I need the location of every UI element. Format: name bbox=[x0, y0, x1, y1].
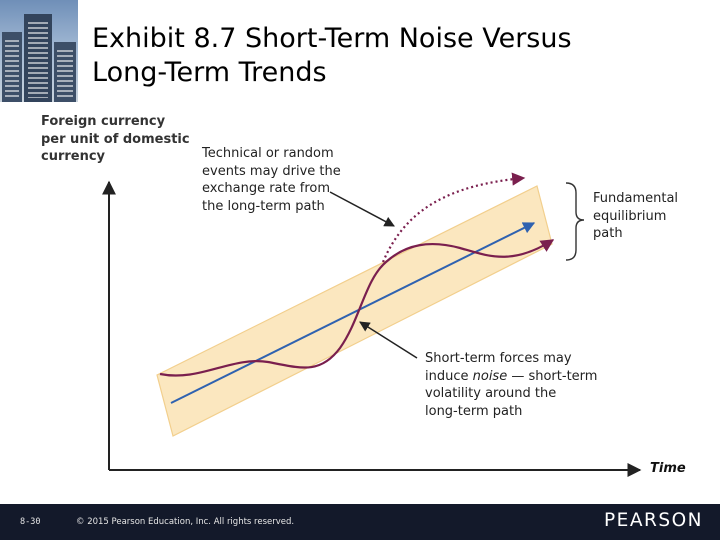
noise-note-line-2: induce noise — short-term bbox=[425, 368, 597, 386]
noise-note-line-2-before: induce bbox=[425, 368, 473, 384]
building-photo-thumbnail bbox=[0, 0, 78, 102]
noise-note-line-4: long-term path bbox=[425, 403, 523, 419]
y-axis-label-line-3: currency bbox=[41, 149, 106, 164]
title-line-1: Exhibit 8.7 Short-Term Noise Versus bbox=[92, 23, 572, 54]
technical-callout-arrow bbox=[329, 191, 395, 227]
y-axis-label: Foreign currency per unit of domestic cu… bbox=[41, 113, 190, 166]
noise-note-line-3: volatility around the bbox=[425, 386, 557, 402]
diagram bbox=[102, 172, 642, 477]
x-axis-label: Time bbox=[650, 461, 686, 476]
fundamental-path-note: Fundamental equilibrium path bbox=[593, 190, 678, 243]
noise-note-emphasis: noise bbox=[472, 368, 508, 384]
slide-title: Exhibit 8.7 Short-Term Noise Versus Long… bbox=[92, 22, 572, 90]
noise-note-line-2-after: — short-term bbox=[507, 368, 598, 384]
fundamental-brace bbox=[565, 182, 585, 261]
y-axis-label-line-2: per unit of domestic bbox=[41, 131, 190, 147]
fundamental-note-line-1: Fundamental bbox=[593, 191, 679, 206]
slide-number: 8-30 bbox=[20, 517, 41, 527]
technical-events-note: Technical or random events may drive the… bbox=[202, 145, 341, 215]
noise-note-line-1: Short-term forces may bbox=[425, 351, 572, 366]
technical-note-line-1: Technical or random bbox=[202, 146, 334, 161]
footer-bar: 8-30 © 2015 Pearson Education, Inc. All … bbox=[0, 504, 720, 540]
fundamental-note-line-3: path bbox=[593, 226, 623, 242]
short-term-noise-curve bbox=[159, 239, 555, 377]
y-axis-label-line-1: Foreign currency bbox=[41, 114, 166, 129]
noise-callout-arrow bbox=[359, 321, 418, 359]
fundamental-note-line-2: equilibrium bbox=[593, 208, 667, 224]
title-line-2: Long-Term Trends bbox=[92, 57, 327, 88]
technical-note-line-3: exchange rate from bbox=[202, 181, 331, 197]
copyright-text: © 2015 Pearson Education, Inc. All right… bbox=[76, 517, 295, 527]
short-term-noise-note: Short-term forces may induce noise — sho… bbox=[425, 350, 597, 420]
pearson-logo: PEARSON bbox=[604, 510, 703, 531]
technical-note-line-2: events may drive the bbox=[202, 163, 341, 179]
technical-note-line-4: the long-term path bbox=[202, 198, 325, 214]
